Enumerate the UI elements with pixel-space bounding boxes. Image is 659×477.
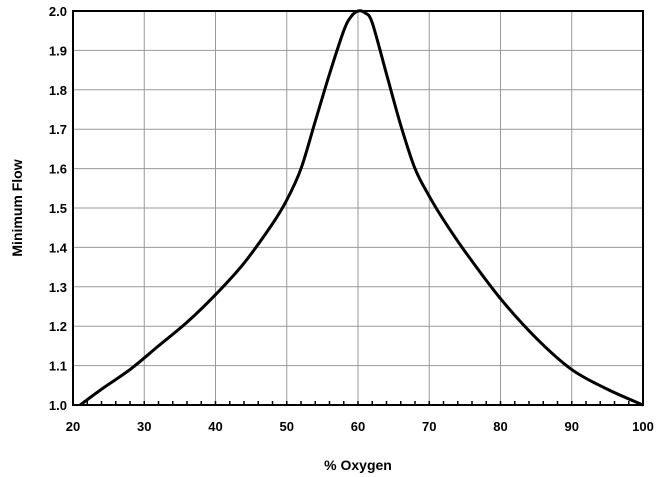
x-tick-label: 30 xyxy=(137,419,151,434)
x-tick-label: 80 xyxy=(493,419,507,434)
x-tick-label: 90 xyxy=(565,419,579,434)
plot-frame xyxy=(72,10,644,406)
y-tick-label: 1.2 xyxy=(49,319,67,334)
x-tick-label: 70 xyxy=(422,419,436,434)
y-tick-label: 1.9 xyxy=(49,43,67,58)
y-tick-label: 1.6 xyxy=(49,162,67,177)
y-tick-labels: 1.0 1.1 1.2 1.3 1.4 1.5 1.6 1.7 1.8 1.9 2.0 xyxy=(49,4,68,413)
y-tick-label: 1.3 xyxy=(49,280,67,295)
y-axis-label: Minimum Flow xyxy=(9,159,25,256)
grid xyxy=(72,10,644,406)
x-tick-label: 50 xyxy=(280,419,294,434)
y-tick-label: 2.0 xyxy=(49,4,67,19)
y-tick-label: 1.0 xyxy=(49,398,67,413)
y-tick-label: 1.7 xyxy=(49,122,67,137)
x-tick-label: 100 xyxy=(632,419,654,434)
x-tick-label: 20 xyxy=(66,419,80,434)
x-tick-label: 40 xyxy=(208,419,222,434)
y-tick-label: 1.1 xyxy=(49,359,67,374)
series-layer xyxy=(79,9,644,407)
x-tick-label: 60 xyxy=(351,419,365,434)
series-line xyxy=(79,9,644,407)
y-tick-label: 1.8 xyxy=(49,83,67,98)
x-tick-labels: 20 30 40 50 60 70 80 90 100 xyxy=(66,419,654,434)
y-tick-label: 1.5 xyxy=(49,201,67,216)
x-axis-label: % Oxygen xyxy=(324,457,392,473)
y-tick-label: 1.4 xyxy=(49,240,68,255)
